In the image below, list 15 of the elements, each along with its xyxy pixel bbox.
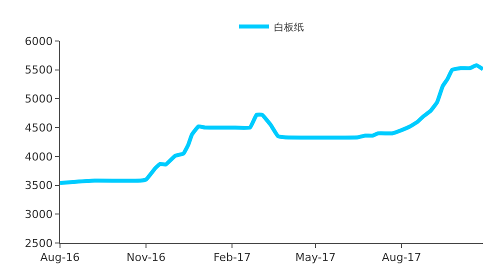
y-tick-label: 3500: [24, 179, 53, 192]
x-tick-label: May-17: [295, 251, 336, 264]
y-tick-label: 4000: [24, 150, 53, 164]
y-tick-label: 3000: [24, 208, 53, 221]
x-tick-label: Nov-16: [126, 251, 166, 264]
x-tick-label: Feb-17: [213, 251, 251, 264]
y-tick-label: 6000: [24, 34, 53, 48]
x-tick-label: Aug-16: [40, 251, 80, 264]
y-tick-label: 5000: [24, 92, 53, 106]
line-series: [60, 63, 483, 185]
y-tick-label: 4500: [24, 121, 53, 134]
legend-label: 白板纸: [274, 21, 304, 34]
y-tick-label: 2500: [24, 236, 53, 250]
y-tick-label: 5500: [24, 64, 53, 77]
x-tick-label: Aug-17: [382, 251, 422, 264]
